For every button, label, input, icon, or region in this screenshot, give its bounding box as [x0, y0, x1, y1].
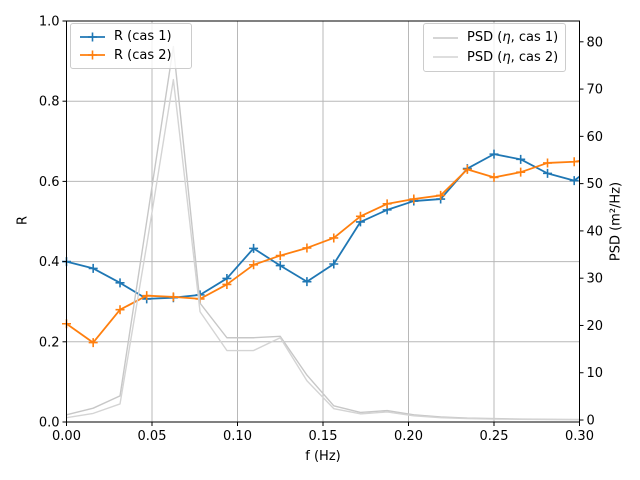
- svg-text:60: 60: [587, 130, 604, 145]
- svg-text:50: 50: [587, 177, 604, 192]
- svg-text:10: 10: [587, 366, 604, 381]
- legend-item-psd-cas2: PSD (η, cas 2): [430, 49, 559, 65]
- svg-text:0.05: 0.05: [138, 429, 167, 444]
- svg-text:0.30: 0.30: [565, 429, 594, 444]
- line-swatch: [433, 36, 458, 39]
- left-y-axis-label: R: [15, 215, 30, 226]
- legend-item-r-cas1: R (cas 1): [77, 29, 185, 45]
- line-swatch: [433, 56, 458, 59]
- svg-text:20: 20: [587, 319, 604, 334]
- legend-item-psd-cas1: PSD (η, cas 1): [430, 30, 559, 46]
- legend-label: PSD (η, cas 2): [467, 49, 559, 65]
- svg-text:0: 0: [587, 414, 595, 429]
- svg-text:0.20: 0.20: [394, 429, 423, 444]
- svg-text:80: 80: [587, 35, 604, 50]
- svg-text:0.6: 0.6: [39, 175, 60, 190]
- svg-text:0.4: 0.4: [39, 255, 60, 270]
- svg-text:70: 70: [587, 83, 604, 98]
- legend-r: R (cas 1) R (cas 2): [70, 23, 192, 69]
- svg-text:0.0: 0.0: [39, 416, 60, 431]
- line-marker-swatch: [80, 32, 105, 42]
- legend-psd: PSD (η, cas 1) PSD (η, cas 2): [423, 23, 566, 72]
- svg-text:0.10: 0.10: [223, 429, 252, 444]
- line-marker-swatch: [80, 50, 105, 60]
- svg-text:0.2: 0.2: [39, 335, 60, 350]
- svg-text:0.8: 0.8: [39, 95, 60, 110]
- svg-text:0.25: 0.25: [480, 429, 509, 444]
- svg-text:30: 30: [587, 272, 604, 287]
- legend-label: R (cas 2): [114, 47, 172, 63]
- legend-label: R (cas 1): [114, 29, 172, 45]
- svg-text:0.15: 0.15: [309, 429, 338, 444]
- svg-text:1.0: 1.0: [39, 15, 60, 30]
- right-y-axis-label: PSD (m²/Hz): [608, 181, 624, 261]
- x-axis-label: f (Hz): [305, 449, 341, 464]
- svg-text:0.00: 0.00: [52, 429, 81, 444]
- legend-label: PSD (η, cas 1): [467, 30, 559, 46]
- legend-item-r-cas2: R (cas 2): [77, 47, 185, 63]
- svg-text:40: 40: [587, 224, 604, 239]
